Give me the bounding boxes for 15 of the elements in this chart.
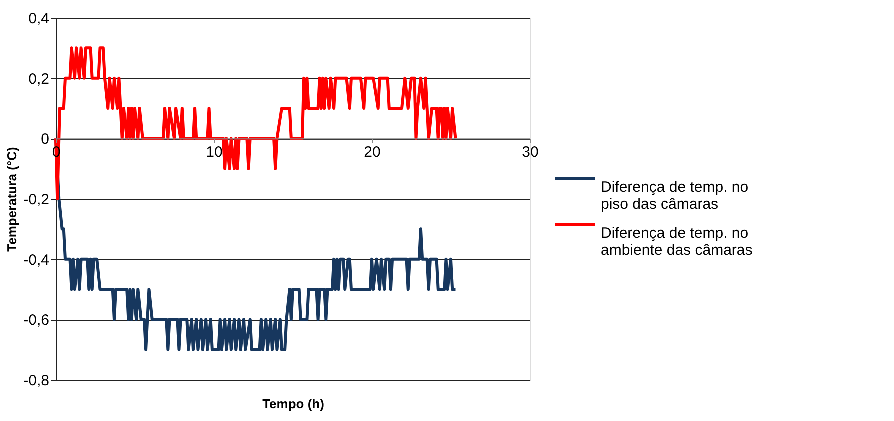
y-tick-label: -0,2: [24, 192, 50, 208]
y-axis-title: Temperatura (°C): [4, 147, 20, 252]
y-tick-label: -0,4: [24, 252, 50, 269]
line-series: [54, 46, 458, 200]
legend-label: Diferença de temp. no ambiente das câmaras: [601, 225, 753, 259]
y-tick-label: 0,4: [28, 10, 50, 28]
x-tick-label: 10: [206, 144, 223, 162]
x-tick-label: 20: [364, 144, 381, 162]
legend-label: Diferença de temp. no piso das câmaras: [601, 179, 749, 213]
y-tick-label: -0,6: [24, 312, 50, 330]
y-tick-label: 0: [41, 131, 50, 148]
x-axis-title: Tempo (h): [262, 396, 324, 412]
y-tick-label: -0,8: [24, 372, 50, 390]
y-tick-label: 0,2: [28, 70, 50, 88]
x-tick-label: 30: [522, 144, 539, 162]
